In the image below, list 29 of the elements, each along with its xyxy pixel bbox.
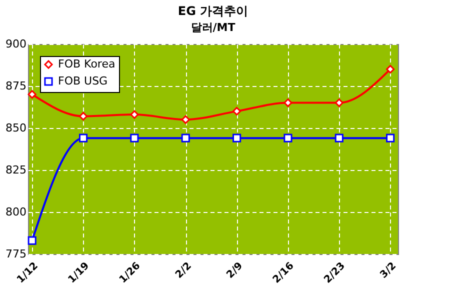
- point: [28, 236, 36, 245]
- point: [130, 110, 139, 119]
- y-tick-label: 850: [6, 122, 26, 134]
- point: [78, 134, 88, 142]
- point: [386, 134, 395, 142]
- point: [78, 112, 88, 121]
- y-tick-label: 825: [6, 164, 26, 176]
- x-tick-label: 3/2: [378, 260, 399, 281]
- point: [181, 115, 190, 124]
- y-tick-label: 775: [6, 248, 26, 260]
- legend-label: FOB USG: [58, 74, 108, 88]
- point: [232, 106, 242, 116]
- y-tick-label: 900: [6, 38, 26, 50]
- y-tick-label: 800: [6, 206, 26, 218]
- x-tick-label: 2/9: [224, 260, 246, 281]
- point: [284, 134, 292, 142]
- y-tick-label: 875: [6, 80, 26, 92]
- point: [386, 64, 395, 74]
- point: [181, 134, 190, 142]
- legend-label: FOB Korea: [58, 58, 116, 70]
- point: [232, 134, 242, 142]
- point: [334, 98, 344, 108]
- point: [28, 90, 36, 99]
- y-axis-title: 달러/MT: [190, 21, 236, 34]
- x-tick-label: 2/2: [174, 260, 194, 281]
- chart-title: EG 가격추이: [178, 4, 248, 18]
- point: [284, 98, 292, 108]
- point: [130, 134, 139, 142]
- point: [334, 134, 344, 142]
